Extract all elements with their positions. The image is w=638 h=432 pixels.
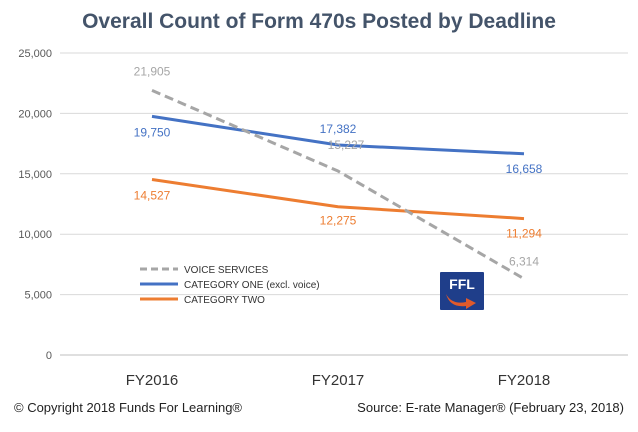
y-tick-label: 25,000 — [18, 48, 52, 60]
legend-entry: VOICE SERVICES — [184, 265, 269, 276]
legend-entry: CATEGORY TWO — [184, 295, 265, 306]
x-tick-label: FY2017 — [312, 372, 365, 389]
y-tick-label: 15,000 — [18, 169, 52, 181]
data-label: 17,382 — [320, 122, 357, 136]
data-label: 19,750 — [134, 125, 171, 139]
x-tick-label: FY2016 — [126, 372, 179, 389]
data-label: 6,314 — [509, 255, 539, 269]
y-tick-label: 10,000 — [18, 229, 52, 241]
legend-entry: CATEGORY ONE (excl. voice) — [184, 280, 320, 291]
source-text: Source: E-rate Manager® (February 23, 20… — [357, 400, 624, 415]
copyright-text: © Copyright 2018 Funds For Learning® — [14, 400, 243, 415]
data-label: 21,905 — [134, 64, 171, 78]
data-label: 12,275 — [320, 214, 357, 228]
data-label: 11,294 — [506, 227, 542, 241]
x-tick-label: FY2018 — [498, 372, 551, 389]
ffl-logo-text: FFL — [449, 276, 475, 292]
y-tick-label: 0 — [46, 350, 52, 362]
data-label: 16,658 — [506, 162, 543, 176]
series-line-1 — [151, 114, 525, 156]
data-label: 15,227 — [328, 138, 365, 152]
data-label: 14,527 — [134, 189, 171, 203]
series-line-2 — [151, 178, 525, 221]
ffl-arrow-icon — [446, 294, 476, 309]
chart-title: Overall Count of Form 470s Posted by Dea… — [82, 10, 556, 33]
y-tick-label: 20,000 — [18, 108, 52, 120]
y-tick-label: 5,000 — [24, 290, 52, 302]
series-line-0 — [151, 89, 525, 281]
